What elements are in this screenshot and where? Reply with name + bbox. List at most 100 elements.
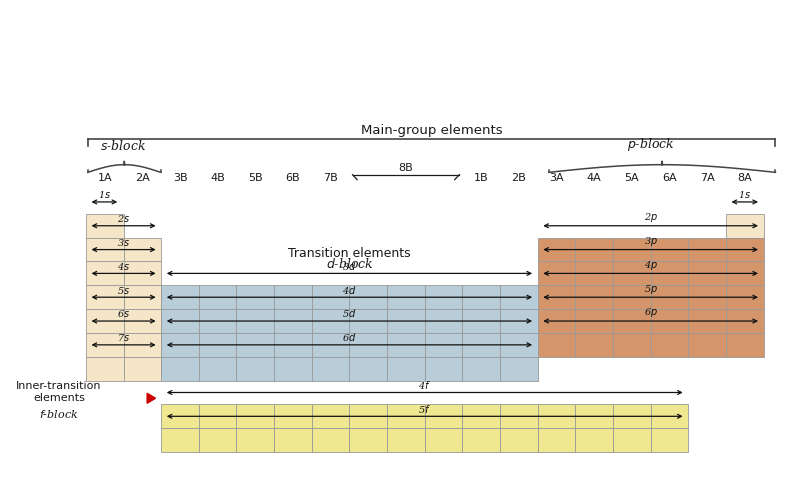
Bar xyxy=(124,333,161,357)
Bar xyxy=(613,333,650,357)
Bar xyxy=(613,238,650,262)
Bar xyxy=(538,262,575,285)
Bar xyxy=(726,309,764,333)
Bar xyxy=(462,285,500,309)
Bar xyxy=(236,357,275,381)
Bar xyxy=(650,309,689,333)
Bar xyxy=(350,309,387,333)
Bar xyxy=(538,285,575,309)
Text: 5$s$: 5$s$ xyxy=(117,285,130,296)
Polygon shape xyxy=(147,393,156,403)
Bar xyxy=(726,333,764,357)
Bar xyxy=(236,309,275,333)
Text: 6$p$: 6$p$ xyxy=(644,306,658,319)
Bar xyxy=(387,404,425,428)
Text: Main-group elements: Main-group elements xyxy=(361,124,503,137)
Text: 1A: 1A xyxy=(97,173,112,183)
Bar xyxy=(500,333,538,357)
Text: 8B: 8B xyxy=(398,163,413,173)
Bar xyxy=(86,214,124,238)
Bar xyxy=(275,428,312,452)
Bar xyxy=(500,404,538,428)
Bar xyxy=(199,404,236,428)
Text: elements: elements xyxy=(33,393,85,403)
Bar xyxy=(538,309,575,333)
Bar xyxy=(86,309,124,333)
Bar xyxy=(613,262,650,285)
Text: 5A: 5A xyxy=(625,173,639,183)
Text: 2B: 2B xyxy=(512,173,526,183)
Bar xyxy=(387,309,425,333)
Text: 7$s$: 7$s$ xyxy=(117,332,130,344)
Bar xyxy=(650,404,689,428)
Bar xyxy=(462,309,500,333)
Text: 2A: 2A xyxy=(135,173,150,183)
Bar xyxy=(425,357,462,381)
Bar xyxy=(575,404,613,428)
Bar xyxy=(350,428,387,452)
Bar xyxy=(689,285,726,309)
Bar xyxy=(462,404,500,428)
Bar xyxy=(538,428,575,452)
Bar xyxy=(236,285,275,309)
Bar xyxy=(575,238,613,262)
Bar xyxy=(161,309,199,333)
Bar xyxy=(86,285,124,309)
Bar xyxy=(500,309,538,333)
Bar xyxy=(236,333,275,357)
Bar xyxy=(275,357,312,381)
Bar xyxy=(161,333,199,357)
Bar xyxy=(425,285,462,309)
Text: 1B: 1B xyxy=(474,173,488,183)
Bar xyxy=(86,333,124,357)
Text: 5B: 5B xyxy=(248,173,263,183)
Text: Transition elements: Transition elements xyxy=(288,247,411,260)
Bar xyxy=(86,262,124,285)
Bar xyxy=(236,428,275,452)
Bar xyxy=(199,357,236,381)
Bar xyxy=(387,285,425,309)
Text: 4$p$: 4$p$ xyxy=(644,259,658,272)
Bar xyxy=(275,333,312,357)
Bar xyxy=(350,404,387,428)
Bar xyxy=(425,333,462,357)
Text: 2$s$: 2$s$ xyxy=(117,213,130,224)
Bar xyxy=(575,262,613,285)
Bar xyxy=(538,404,575,428)
Bar xyxy=(425,404,462,428)
Bar xyxy=(199,333,236,357)
Bar xyxy=(462,428,500,452)
Text: 3$d$: 3$d$ xyxy=(342,260,357,272)
Bar xyxy=(312,309,350,333)
Bar xyxy=(650,285,689,309)
Bar xyxy=(124,262,161,285)
Text: 1$s$: 1$s$ xyxy=(98,190,111,200)
Text: 5$p$: 5$p$ xyxy=(644,283,658,296)
Bar xyxy=(500,285,538,309)
Bar xyxy=(500,357,538,381)
Text: 3$p$: 3$p$ xyxy=(644,235,658,248)
Text: 3B: 3B xyxy=(172,173,188,183)
Bar xyxy=(425,428,462,452)
Bar xyxy=(462,357,500,381)
Bar xyxy=(86,238,124,262)
Bar xyxy=(124,357,161,381)
Bar xyxy=(275,404,312,428)
Text: 7A: 7A xyxy=(700,173,714,183)
Text: $s$-block: $s$-block xyxy=(101,139,147,153)
Bar xyxy=(650,333,689,357)
Bar xyxy=(650,262,689,285)
Bar xyxy=(650,238,689,262)
Text: 4B: 4B xyxy=(211,173,225,183)
Bar xyxy=(312,428,350,452)
Text: Inner-transition: Inner-transition xyxy=(16,381,102,390)
Bar xyxy=(236,404,275,428)
Bar xyxy=(613,404,650,428)
Bar xyxy=(161,285,199,309)
Bar xyxy=(387,428,425,452)
Bar xyxy=(312,404,350,428)
Bar xyxy=(124,238,161,262)
Bar xyxy=(575,333,613,357)
Bar xyxy=(726,214,764,238)
Bar xyxy=(312,333,350,357)
